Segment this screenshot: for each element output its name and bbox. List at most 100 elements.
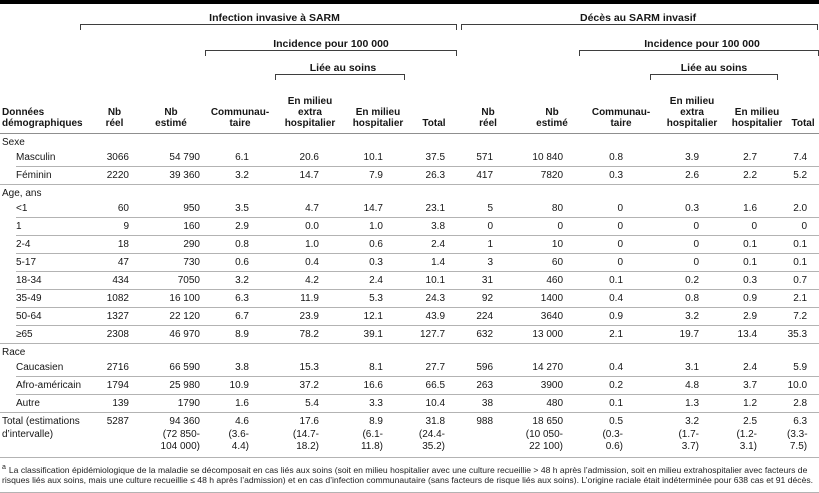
- data-cell: 94 360 (72 850- 104 000): [137, 412, 205, 458]
- data-cell: 23.9: [275, 307, 345, 326]
- data-cell: 47: [92, 253, 137, 272]
- data-cell: 0: [519, 217, 586, 236]
- data-cell: 0.6: [205, 253, 275, 272]
- data-cell: 5: [457, 200, 520, 218]
- data-cell: 4.2: [275, 271, 345, 290]
- footnote-marker: a: [2, 463, 6, 471]
- data-cell: 60: [92, 200, 137, 218]
- bracket-liee-right: [650, 74, 779, 80]
- data-cell: 224: [457, 307, 520, 326]
- data-cell: 2.1: [585, 325, 658, 344]
- data-cell: 8.1: [345, 359, 411, 377]
- data-cell: 6.7: [205, 307, 275, 326]
- table-row: 50-64 1327 22 120 6.7 23.9 12.1 43.9 224 3640 0.9…: [0, 307, 819, 326]
- col-header-extra-right: En milieu extra hospitalier: [657, 81, 728, 134]
- data-cell: 43.9: [411, 307, 458, 326]
- data-cell: 0.1: [787, 253, 819, 272]
- data-cell: 14.7: [345, 200, 411, 218]
- data-cell: 3.7: [727, 376, 788, 395]
- data-cell: 0.9: [585, 307, 658, 326]
- data-cell: 1400: [519, 289, 586, 308]
- data-cell: 1.0: [275, 235, 345, 254]
- row-label: 50-64: [0, 308, 92, 326]
- bracket-incidence-right: [579, 50, 819, 56]
- data-cell: 1.4: [411, 253, 458, 272]
- data-cell: 10.1: [411, 271, 458, 290]
- data-cell: 1082: [92, 289, 137, 308]
- section-bracket-row: [0, 24, 819, 31]
- data-cell: 0: [727, 217, 788, 236]
- table-row: Féminin 2220 39 360 3.2 14.7 7.9 26.3 417 7820 0.…: [0, 166, 819, 185]
- data-cell: 14 270: [519, 359, 586, 377]
- data-cell: 3.2: [205, 271, 275, 290]
- liee-label-right: Liée au soins: [680, 62, 748, 74]
- data-cell: 10.4: [411, 394, 458, 413]
- data-cell: 10: [519, 235, 586, 254]
- data-cell: 988: [457, 412, 520, 458]
- incidence-label-right: Incidence pour 100 000: [644, 38, 760, 50]
- data-cell: 1: [457, 235, 520, 254]
- data-cell: 2.7: [727, 149, 788, 167]
- col-header-nb-estime-right: Nb estimé: [519, 81, 586, 134]
- data-cell: 13 000: [519, 325, 586, 344]
- data-cell: 31.8 (24.4- 35.2): [411, 412, 458, 458]
- data-cell: 7820: [519, 166, 586, 185]
- table-top-rule: [0, 0, 819, 4]
- data-cell: 15.3: [275, 359, 345, 377]
- data-cell: 7.4: [787, 149, 819, 167]
- section-row: Age, ans: [0, 185, 819, 201]
- data-cell: 1794: [92, 376, 137, 395]
- data-cell: 0.3: [345, 253, 411, 272]
- data-cell: 5287: [92, 412, 137, 458]
- row-label: Caucasien: [0, 359, 92, 377]
- liee-label-left: Liée au soins: [309, 62, 377, 74]
- row-label: Afro-américain: [0, 377, 92, 395]
- section-label: Sexe: [2, 137, 25, 148]
- data-cell: 460: [519, 271, 586, 290]
- data-cell: 2.9: [727, 307, 788, 326]
- data-cell: 417: [457, 166, 520, 185]
- data-cell: 10.0: [787, 376, 819, 395]
- data-cell: 14.7: [275, 166, 345, 185]
- data-cell: 2308: [92, 325, 137, 344]
- data-cell: 0.3: [657, 200, 728, 218]
- data-cell: 3900: [519, 376, 586, 395]
- data-cell: 3.2: [205, 166, 275, 185]
- data-cell: 22 120: [137, 307, 205, 326]
- data-cell: 0.8: [585, 149, 658, 167]
- data-cell: 26.3: [411, 166, 458, 185]
- table-row: 5-17 47 730 0.6 0.4 0.3 1.4 3 60 0 0 0.1 0.1: [0, 253, 819, 272]
- data-cell: 632: [457, 325, 520, 344]
- liee-bracket-row: [0, 74, 819, 81]
- table-row: 18-34 434 7050 3.2 4.2 2.4 10.1 31 460 0.1 0.2 0.3 0…: [0, 271, 819, 290]
- data-cell: 2.2: [727, 166, 788, 185]
- data-cell: 5.2: [787, 166, 819, 185]
- data-cell: 3.2: [657, 307, 728, 326]
- data-cell: 4.6 (3.6- 4.4): [205, 412, 275, 458]
- data-cell: 2.4: [411, 235, 458, 254]
- data-cell: 8.9: [205, 325, 275, 344]
- data-cell: 0.5 (0.3- 0.6): [585, 412, 658, 458]
- spacer: [0, 4, 92, 24]
- data-cell: 139: [92, 394, 137, 413]
- data-cell: 3.2 (1.7- 3.7): [657, 412, 728, 458]
- demographics-table: Infection invasive à SARM Décès au SARM …: [0, 4, 819, 458]
- row-label: 1: [0, 218, 92, 236]
- data-cell: 0: [585, 200, 658, 218]
- data-cell: 35.3: [787, 325, 819, 344]
- col-header-communautaire-left: Communau- taire: [205, 81, 275, 134]
- data-cell: 480: [519, 394, 586, 413]
- section-row: Sexe: [0, 134, 819, 150]
- bracket-infection: [80, 24, 458, 30]
- data-cell: 2.1: [787, 289, 819, 308]
- data-cell: 25 980: [137, 376, 205, 395]
- section-label: Age, ans: [2, 188, 42, 199]
- data-cell: 0.4: [275, 253, 345, 272]
- data-cell: 5.4: [275, 394, 345, 413]
- data-cell: 0: [657, 235, 728, 254]
- data-cell: 16.6: [345, 376, 411, 395]
- data-cell: 0.9: [727, 289, 788, 308]
- row-label: Masculin: [0, 149, 92, 167]
- data-cell: 54 790: [137, 149, 205, 167]
- data-cell: 3.8: [205, 359, 275, 377]
